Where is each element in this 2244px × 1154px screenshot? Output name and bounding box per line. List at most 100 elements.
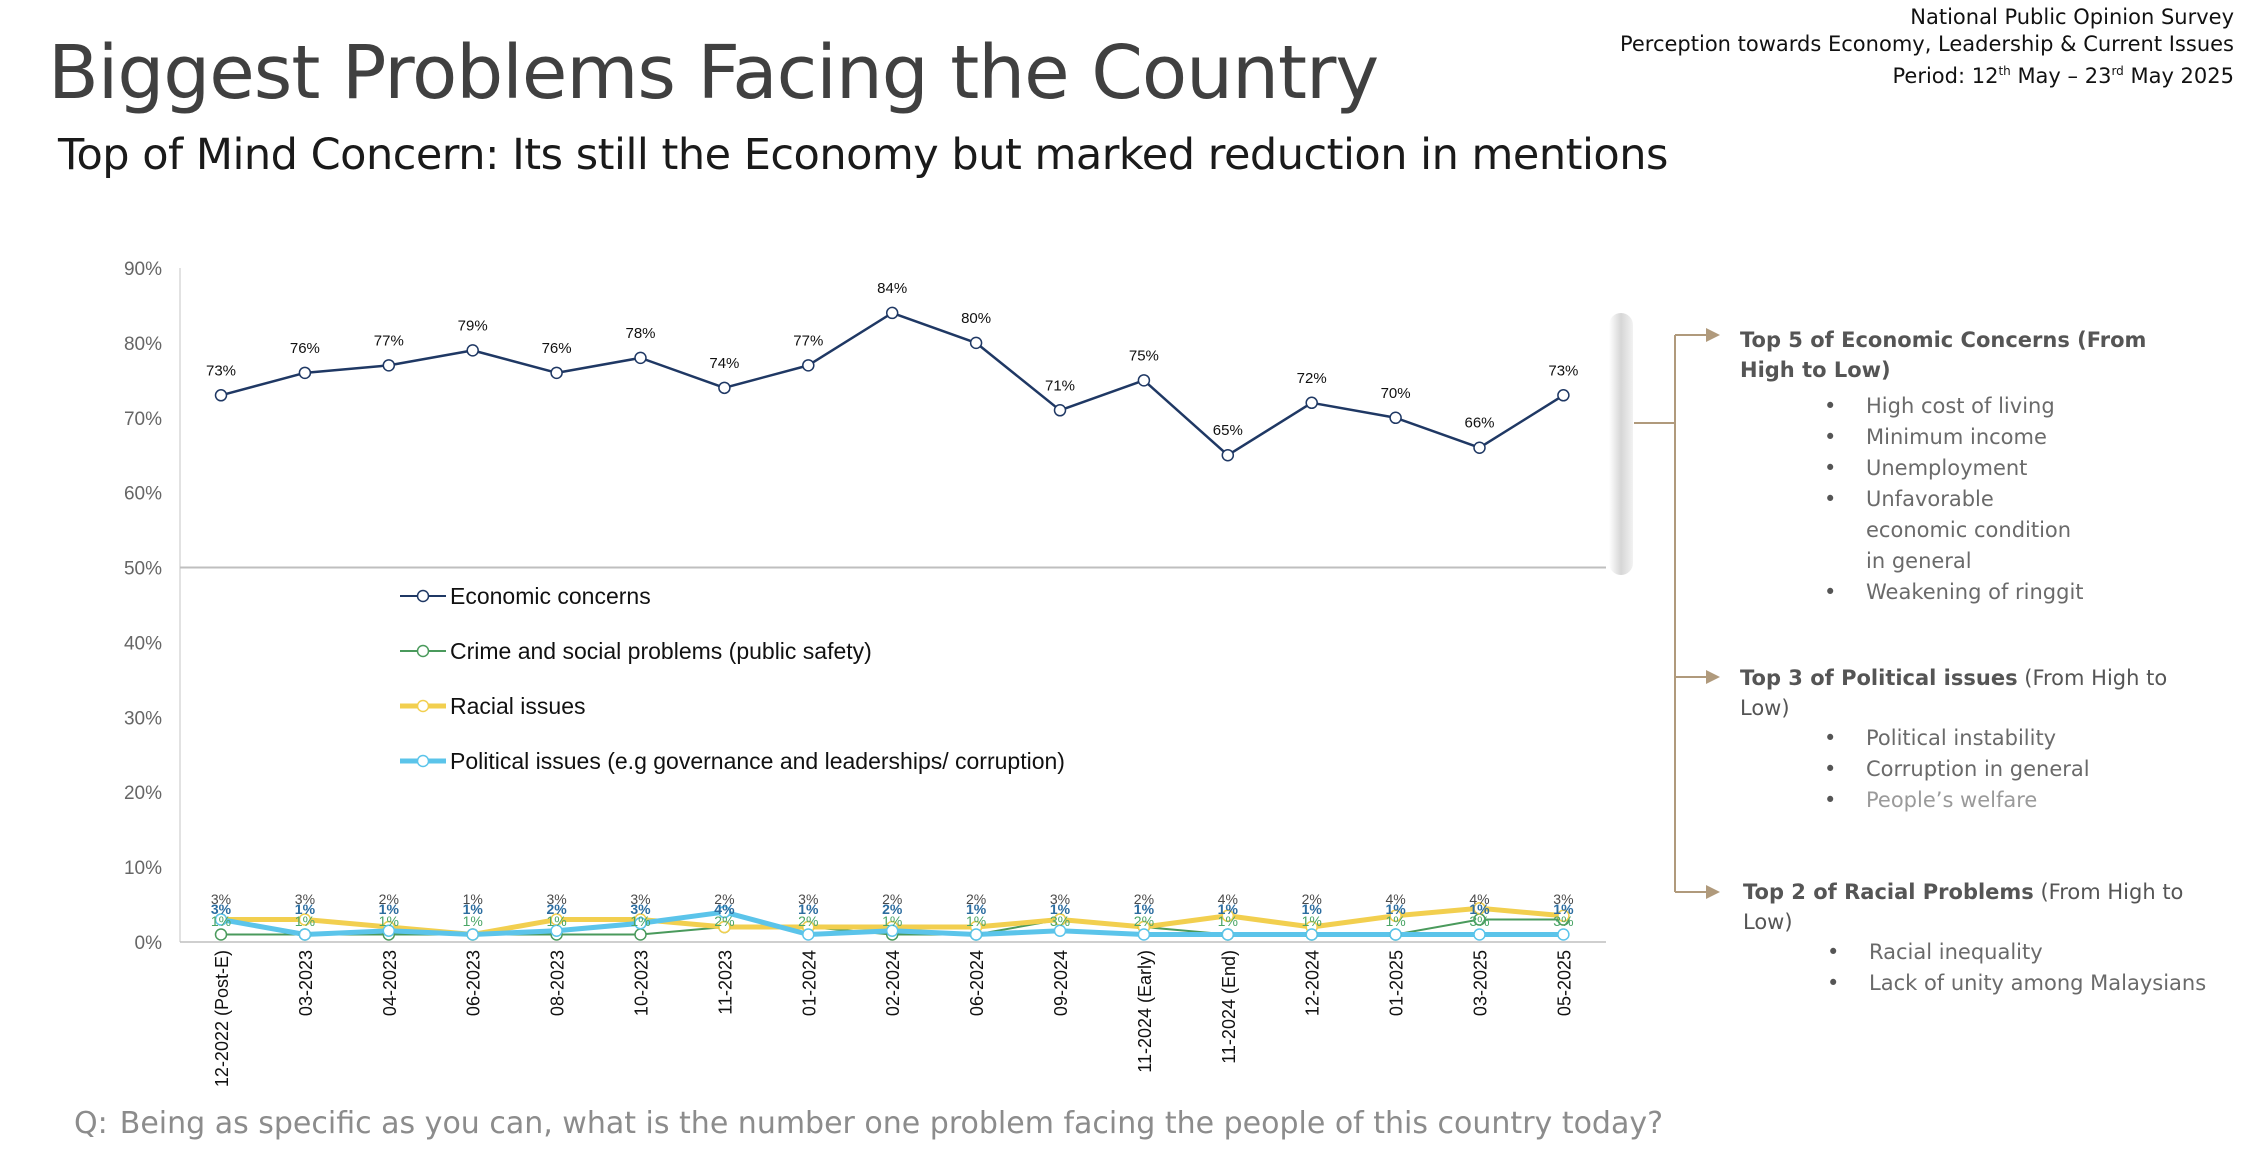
y-tick-label: 60% — [124, 484, 162, 505]
data-label: 80% — [961, 310, 991, 327]
x-tick-label: 05-2025 — [1554, 950, 1574, 1016]
y-tick-label: 50% — [124, 559, 162, 580]
x-tick-label: 11-2023 — [715, 950, 735, 1015]
data-point — [550, 366, 563, 380]
x-tick-label: 06-2024 — [967, 950, 987, 1016]
data-point — [718, 905, 731, 919]
data-point — [466, 344, 479, 357]
data-label: 77% — [374, 332, 404, 349]
data-label: 1% — [798, 901, 819, 917]
data-point — [1305, 928, 1318, 941]
political-item: Corruption in general — [1824, 754, 2220, 785]
survey-question: Q: Being as specific as you can, what is … — [74, 1106, 1663, 1141]
data-point — [969, 928, 983, 941]
y-tick-label: 40% — [124, 633, 162, 654]
data-label: 4% — [1385, 891, 1405, 907]
data-point — [634, 351, 647, 365]
data-label: 1% — [1385, 901, 1406, 917]
data-point — [1557, 909, 1570, 923]
racial-problems-panel: Top 2 of Racial Problems (From High to L… — [1743, 877, 2223, 999]
x-tick-label: 01-2025 — [1387, 950, 1407, 1016]
data-point — [885, 924, 899, 938]
data-label: 3% — [1469, 913, 1489, 929]
data-label: 1% — [1385, 913, 1405, 929]
data-label: 1% — [1469, 901, 1490, 917]
data-point — [1305, 396, 1318, 410]
data-label: 70% — [1381, 385, 1411, 402]
survey-period: Period: 12th May – 23rd May 2025 — [1892, 64, 2234, 88]
economic-concerns-panel: Top 5 of Economic Concerns (From High to… — [1740, 325, 2200, 608]
data-label: 4% — [714, 901, 735, 917]
arrow-head-icon — [1706, 328, 1720, 342]
data-point — [1137, 928, 1151, 941]
data-point — [1557, 389, 1570, 402]
data-label: 72% — [1297, 370, 1327, 387]
x-tick-label: 11-2024 (Early) — [1135, 950, 1155, 1073]
data-label: 3% — [630, 891, 650, 907]
legend-marker — [416, 754, 430, 768]
legend-label: Crime and social problems (public safety… — [450, 638, 872, 664]
racial-item: Lack of unity among Malaysians — [1827, 968, 2223, 999]
data-point — [1053, 924, 1067, 938]
data-point — [298, 366, 312, 380]
data-point — [1221, 928, 1235, 941]
data-point — [885, 306, 899, 320]
y-tick-label: 70% — [124, 409, 162, 430]
data-label: 1% — [1134, 901, 1155, 917]
data-point — [1557, 928, 1570, 941]
data-label: 2% — [882, 901, 903, 917]
arrow-head-icon — [1706, 670, 1720, 684]
data-label: 76% — [542, 340, 572, 357]
data-label: 73% — [1548, 362, 1578, 379]
data-point — [1137, 374, 1151, 387]
data-point — [1473, 902, 1486, 915]
data-label: 2% — [882, 891, 902, 907]
data-label: 2% — [546, 901, 567, 917]
data-label: 73% — [206, 362, 236, 379]
data-point — [718, 381, 731, 395]
data-point — [466, 928, 479, 941]
legend-marker — [416, 699, 430, 713]
data-point — [298, 913, 312, 926]
range-bar — [1609, 313, 1633, 575]
economic-item: Unfavorable economic condition in genera… — [1824, 484, 2096, 577]
x-tick-label: 09-2024 — [1051, 950, 1071, 1016]
data-point — [214, 928, 228, 941]
x-tick-label: 03-2025 — [1471, 950, 1491, 1016]
data-point — [550, 924, 563, 938]
data-label: 71% — [1045, 377, 1075, 394]
legend-label: Economic concerns — [450, 583, 651, 609]
data-label: 1% — [966, 913, 986, 929]
data-label: 1% — [463, 913, 483, 929]
data-point — [214, 389, 228, 402]
data-label: 2% — [966, 891, 986, 907]
data-label: 1% — [966, 901, 987, 917]
data-label: 78% — [625, 325, 655, 342]
page-subtitle: Top of Mind Concern: Its still the Econo… — [58, 130, 1668, 180]
data-point — [214, 913, 228, 926]
data-label: 3% — [798, 891, 818, 907]
data-point — [1053, 404, 1067, 417]
data-point — [382, 359, 396, 372]
data-label: 65% — [1213, 422, 1243, 439]
racial-problems-heading: Top 2 of Racial Problems (From High to L… — [1743, 880, 2184, 934]
data-point — [1389, 411, 1402, 425]
data-label: 3% — [1050, 891, 1070, 907]
data-label: 74% — [709, 355, 739, 372]
data-label: 1% — [1050, 901, 1071, 917]
political-item: People’s welfare — [1824, 785, 2220, 816]
x-tick-label: 10-2023 — [632, 950, 652, 1016]
y-tick-label: 20% — [124, 783, 162, 804]
x-tick-label: 01-2024 — [799, 950, 819, 1016]
survey-topic: Perception towards Economy, Leadership &… — [1619, 32, 2234, 56]
data-label: 75% — [1129, 347, 1159, 364]
question-text: Being as specific as you can, what is th… — [119, 1106, 1664, 1141]
data-label: 1% — [1553, 901, 1574, 917]
y-tick-label: 80% — [124, 334, 162, 355]
data-label: 84% — [877, 280, 907, 297]
data-point — [298, 928, 312, 941]
data-point — [634, 928, 647, 941]
x-tick-label: 08-2023 — [548, 950, 568, 1016]
data-label: 4% — [1218, 891, 1238, 907]
data-label: 2% — [714, 891, 734, 907]
